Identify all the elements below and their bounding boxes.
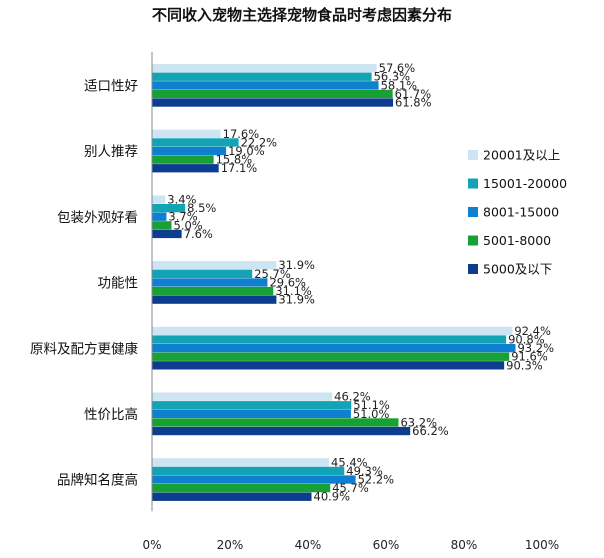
x-tick-label: 40%	[295, 538, 322, 552]
data-label: 29.6%	[269, 275, 306, 289]
data-label: 49.3%	[346, 464, 383, 478]
category-label: 别人推荐	[84, 144, 138, 160]
bar	[152, 426, 411, 436]
data-label: 8.5%	[187, 201, 216, 215]
bar	[152, 204, 186, 213]
bar	[152, 475, 356, 484]
bar	[152, 335, 507, 344]
bar	[152, 458, 330, 467]
chart-title: 不同收入宠物主选择宠物食品时考虑因素分布	[151, 6, 452, 24]
bar	[152, 129, 221, 138]
data-label: 93.2%	[517, 341, 554, 355]
x-tick-label: 0%	[142, 538, 161, 552]
data-label: 46.2%	[334, 390, 371, 404]
data-label: 15.8%	[216, 153, 253, 167]
data-label: 17.1%	[221, 161, 258, 175]
legend-swatch	[468, 235, 478, 246]
data-label: 51.1%	[353, 398, 390, 412]
bar	[152, 361, 505, 370]
data-label: 31.9%	[278, 293, 315, 307]
data-label: 63.2%	[400, 415, 437, 429]
bar	[152, 195, 166, 204]
bar	[152, 326, 513, 336]
data-label: 22.2%	[241, 135, 278, 149]
bars-layer	[152, 64, 516, 501]
data-label: 91.6%	[511, 350, 548, 364]
data-label: 45.7%	[332, 481, 369, 495]
legend-item: 5001-8000	[483, 233, 551, 248]
data-label: 7.6%	[184, 227, 213, 241]
x-tick-label: 100%	[525, 538, 559, 552]
bar	[152, 98, 394, 107]
data-label: 40.9%	[314, 490, 351, 504]
data-label: 56.3%	[374, 70, 411, 84]
data-label: 90.8%	[508, 333, 545, 347]
bar	[152, 229, 182, 239]
category-label: 原料及配方更健康	[30, 340, 138, 357]
category-label: 适口性好	[84, 79, 138, 95]
legend-item: 5000及以下	[483, 262, 552, 277]
data-label: 51.0%	[353, 407, 390, 421]
bar	[152, 64, 377, 73]
bar	[152, 484, 331, 493]
data-label: 3.4%	[167, 193, 196, 207]
legend-item: 20001及以上	[483, 148, 560, 163]
bar	[152, 72, 372, 81]
bar	[152, 352, 510, 361]
legend: 20001及以上 15001-20000 8001-15000 5001-8000 50…	[468, 148, 567, 277]
data-label: 52.2%	[358, 473, 395, 487]
bar	[152, 295, 277, 304]
value-labels-layer: 57.6%56.3%58.1%61.7%61.8% 17.6%22.2%19.0%…	[167, 61, 554, 504]
bar	[152, 278, 268, 287]
bar	[152, 286, 274, 296]
bar	[152, 401, 352, 410]
data-label: 58.1%	[381, 78, 418, 92]
bar	[152, 261, 277, 270]
category-label: 功能性	[98, 276, 139, 292]
legend-item: 8001-15000	[483, 205, 559, 220]
data-label: 57.6%	[379, 61, 416, 75]
legend-swatch	[468, 150, 478, 160]
legend-swatch	[468, 178, 478, 189]
legend-swatch	[468, 207, 478, 217]
category-label: 性价比高	[84, 406, 138, 423]
bar	[152, 138, 239, 147]
data-label: 19.0%	[228, 144, 265, 158]
data-label: 17.6%	[223, 127, 260, 141]
x-tick-label: 80%	[451, 538, 478, 552]
data-label: 92.4%	[514, 324, 551, 338]
data-label: 61.7%	[395, 87, 432, 101]
bar	[152, 81, 379, 90]
bar	[152, 155, 214, 164]
bar	[152, 418, 399, 427]
category-label: 包装外观好看	[57, 210, 138, 226]
data-label: 66.2%	[412, 424, 449, 438]
data-label: 5.0%	[174, 218, 203, 232]
x-tick-label: 60%	[373, 538, 400, 552]
data-label: 45.4%	[331, 455, 368, 469]
bar	[152, 344, 516, 353]
bar	[152, 392, 333, 401]
data-label: 61.8%	[395, 96, 432, 110]
data-label: 31.9%	[278, 258, 315, 272]
bar	[152, 212, 167, 221]
bar	[152, 89, 393, 99]
legend-swatch	[468, 264, 478, 274]
bar	[152, 146, 227, 156]
bar	[152, 466, 345, 476]
bar	[152, 409, 351, 418]
category-label: 品牌知名度高	[57, 472, 138, 489]
data-label: 90.3%	[506, 358, 543, 372]
x-tick-label: 20%	[217, 538, 244, 552]
bar	[152, 164, 219, 173]
legend-item: 15001-20000	[483, 176, 567, 191]
data-label: 25.7%	[254, 267, 291, 281]
data-label: 3.7%	[168, 210, 197, 224]
data-label: 31.1%	[275, 284, 312, 298]
bar	[152, 492, 312, 501]
bar	[152, 221, 172, 230]
bar	[152, 269, 253, 278]
